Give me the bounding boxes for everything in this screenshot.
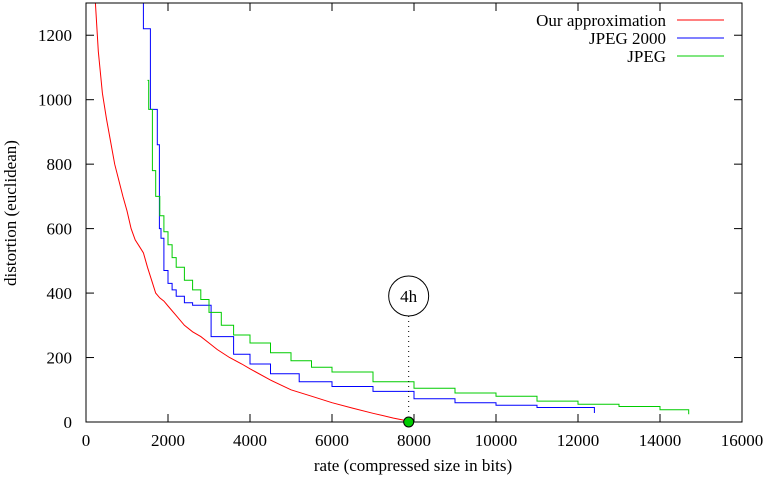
annotation-bubble	[388, 275, 430, 317]
x-tick-label: 0	[82, 431, 91, 450]
x-tick-label: 8000	[397, 431, 431, 450]
x-axis-title: rate (compressed size in bits)	[314, 456, 512, 475]
x-tick-label: 4000	[233, 431, 267, 450]
x-tick-label: 6000	[315, 431, 349, 450]
series-line-our-approximation	[94, 3, 410, 422]
time-annotation: 4h	[388, 275, 430, 428]
y-tick-label: 1000	[38, 91, 72, 110]
legend-label-jpeg-2000: JPEG 2000	[589, 29, 666, 48]
legend-label-jpeg: JPEG	[627, 47, 666, 66]
series-line-jpeg	[147, 79, 690, 415]
y-tick-label: 400	[47, 284, 73, 303]
x-tick-label: 10000	[475, 431, 518, 450]
x-tick-label: 12000	[557, 431, 600, 450]
annotation-marker	[403, 416, 415, 428]
axis-ticks: 0 2000 4000 6000 8000 10000 12000 14000 16000 0 20…	[38, 3, 763, 450]
y-tick-label: 0	[64, 413, 73, 432]
x-tick-label: 14000	[639, 431, 682, 450]
plot-curves	[94, 3, 690, 422]
y-tick-label: 800	[47, 155, 73, 174]
y-tick-label: 600	[47, 220, 73, 239]
y-tick-label: 1200	[38, 26, 72, 45]
x-tick-label: 2000	[151, 431, 185, 450]
annotation-label: 4h	[400, 287, 418, 306]
x-tick-label: 16000	[721, 431, 764, 450]
y-tick-label: 200	[47, 349, 73, 368]
y-axis-title: distortion (euclidean)	[1, 140, 20, 286]
series-line-jpeg-2000	[141, 3, 595, 413]
legend-label-our-approximation: Our approximation	[536, 11, 666, 30]
